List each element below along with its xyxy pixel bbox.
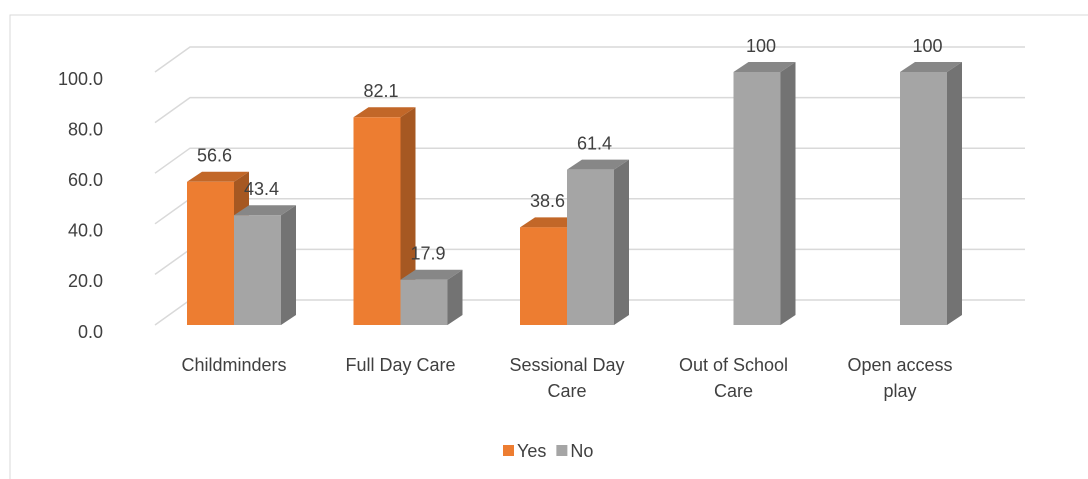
bar: [900, 62, 962, 325]
bar-face: [614, 159, 629, 325]
bar: [353, 107, 416, 325]
bar: [234, 205, 296, 325]
bar-face: [353, 117, 401, 325]
bar-face: [520, 227, 567, 325]
data-label: 43.4: [244, 179, 279, 199]
data-label: 38.6: [530, 191, 565, 211]
legend-label: Yes: [517, 441, 546, 461]
bar: [567, 159, 629, 325]
data-label: 100: [746, 36, 776, 56]
bar-face: [900, 62, 962, 72]
bar-face: [947, 62, 962, 325]
bar-face: [447, 269, 463, 325]
data-label: 82.1: [363, 81, 398, 101]
grid-line: [154, 96, 1025, 124]
y-tick-label: 60.0: [68, 170, 103, 190]
bar-face: [733, 72, 781, 325]
bar-face: [780, 62, 796, 325]
chart-border: [9, 14, 1088, 479]
legend-label: No: [570, 441, 593, 461]
bar-face: [187, 181, 234, 325]
bar-face: [281, 205, 296, 325]
grid-line: [154, 46, 1025, 73]
bar-face: [520, 217, 582, 228]
bar-face: [234, 205, 296, 216]
y-tick-label: 40.0: [68, 221, 103, 241]
data-label: 61.4: [577, 133, 612, 153]
bar-face: [400, 279, 448, 325]
x-tick-label: Open access play: [847, 355, 953, 401]
bar-face: [733, 62, 796, 72]
bar-face: [400, 107, 416, 325]
x-tick-label: Sessional Day Care: [509, 355, 625, 401]
x-tick-label: Full Day Care: [345, 355, 456, 375]
y-tick-label: 80.0: [68, 119, 103, 139]
bar-face: [187, 171, 249, 182]
data-label: 100: [912, 36, 942, 56]
legend-swatch: [556, 445, 568, 456]
bar-face: [234, 215, 281, 325]
bar: [733, 62, 796, 325]
bar-face: [353, 107, 416, 118]
y-tick-label: 20.0: [68, 271, 103, 291]
bar-face: [900, 72, 947, 325]
x-tick-label: Childminders: [181, 355, 287, 375]
bar-face: [400, 269, 463, 280]
y-tick-label: 100.0: [58, 69, 103, 89]
data-label: 56.6: [197, 146, 232, 166]
bar-face: [567, 159, 629, 170]
y-tick-label: 0.0: [78, 322, 103, 342]
bar: [400, 269, 463, 325]
x-tick-label: Out of School Care: [678, 355, 789, 401]
data-label: 17.9: [410, 243, 445, 263]
legend-swatch: [503, 445, 514, 456]
bar-face: [567, 169, 614, 325]
